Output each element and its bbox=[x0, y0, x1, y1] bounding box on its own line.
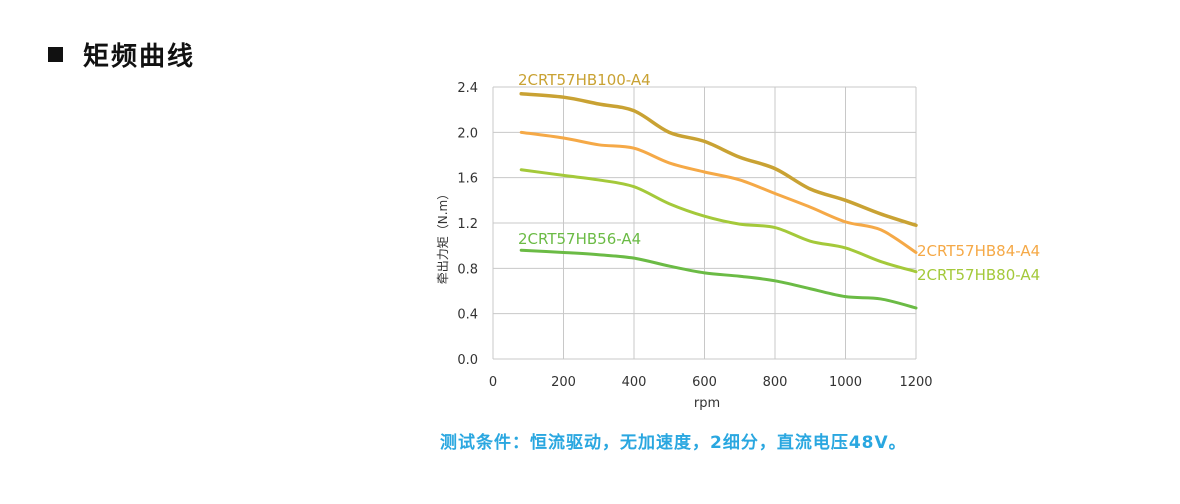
y-axis-label: 牵出力矩（N.m） bbox=[436, 188, 450, 284]
series-line-2crt57hb84-a4 bbox=[519, 130, 918, 254]
x-tick-label: 600 bbox=[692, 375, 717, 390]
series-line-2crt57hb100-a4 bbox=[519, 92, 918, 228]
x-tick-label: 0 bbox=[489, 375, 497, 390]
x-tick-label: 200 bbox=[551, 375, 576, 390]
y-tick-label: 2.4 bbox=[457, 81, 478, 96]
y-tick-label: 2.0 bbox=[457, 126, 478, 141]
series-label: 2CRT57HB80-A4 bbox=[917, 266, 1040, 284]
square-bullet-icon bbox=[48, 46, 63, 62]
x-tick-label: 400 bbox=[622, 375, 647, 390]
series-line-2crt57hb80-a4 bbox=[519, 168, 918, 274]
x-tick-label: 1000 bbox=[829, 375, 862, 390]
x-tick-label: 800 bbox=[763, 375, 788, 390]
series-label: 2CRT57HB84-A4 bbox=[917, 242, 1040, 260]
x-tick-label: 1200 bbox=[899, 375, 932, 390]
y-tick-label: 1.2 bbox=[457, 217, 478, 232]
section-title: 矩频曲线 bbox=[83, 41, 196, 72]
x-axis-label: rpm bbox=[694, 396, 720, 411]
series-line-2crt57hb56-a4 bbox=[519, 248, 918, 310]
series-label: 2CRT57HB100-A4 bbox=[518, 71, 651, 89]
y-tick-label: 1.6 bbox=[457, 172, 478, 187]
y-tick-label: 0.8 bbox=[457, 262, 478, 277]
series-label: 2CRT57HB56-A4 bbox=[518, 230, 641, 248]
y-tick-label: 0.0 bbox=[457, 353, 478, 368]
y-tick-label: 0.4 bbox=[457, 308, 478, 323]
test-conditions-caption: 测试条件：恒流驱动，无加速度，2细分，直流电压48V。 bbox=[440, 433, 907, 453]
section-heading: 矩频曲线 bbox=[48, 36, 195, 72]
